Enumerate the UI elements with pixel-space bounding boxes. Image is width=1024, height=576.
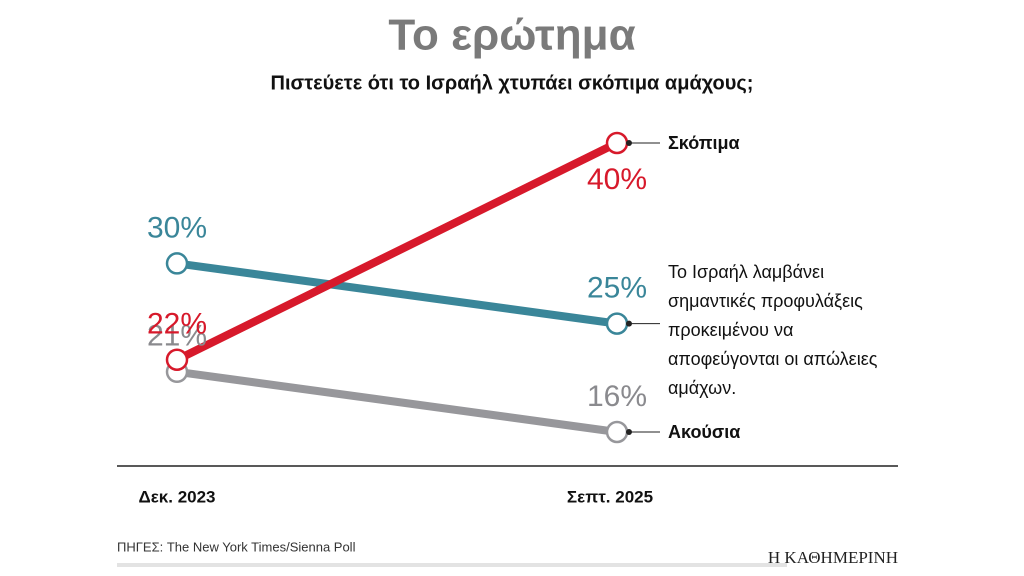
value-label: 16% [587, 380, 647, 413]
point [165, 252, 189, 275]
x-tick-label: Σεπτ. 2025 [567, 487, 653, 506]
leader-dot [626, 429, 632, 435]
chart-subtitle: Πιστεύετε ότι το Ισραήλ χτυπάει σκόπιμα … [271, 72, 754, 94]
value-label: 30% [147, 211, 207, 244]
legend-label: Σκόπιμα [668, 133, 740, 153]
footer-bar [117, 563, 787, 567]
leader-dot [626, 140, 632, 146]
publisher: Η ΚΑΘΗΜΕΡΙΝΗ [768, 548, 898, 567]
leader-dot [626, 320, 632, 327]
point [165, 348, 189, 371]
source: ΠΗΓΕΣ: The New York Times/Sienna Poll [117, 539, 356, 554]
point [605, 420, 629, 444]
x-tick-label: Δεκ. 2023 [138, 487, 215, 506]
chart-title: Το ερώτημα [388, 11, 635, 60]
legend-label: Το Ισραήλ λαμβάνει σημαντικές προφυλάξει… [668, 261, 878, 398]
legend-label: Ακούσια [668, 422, 741, 442]
series-line [175, 139, 619, 364]
point [605, 312, 629, 335]
value-label: 21% [147, 320, 207, 353]
series-line [176, 367, 618, 436]
value-label: 40% [587, 163, 647, 196]
value-label: 22% [147, 308, 207, 341]
series-line [176, 259, 618, 328]
point [605, 131, 629, 155]
value-label: 25% [587, 272, 647, 305]
